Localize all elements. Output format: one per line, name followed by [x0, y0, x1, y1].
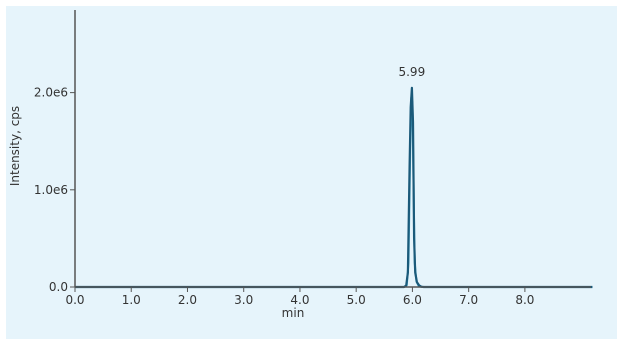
- y-tick-label: 1.0e6: [34, 183, 68, 197]
- y-tick-label: 2.0e6: [34, 86, 68, 100]
- x-tick-label: 8.0: [515, 293, 534, 307]
- x-tick-label: 7.0: [459, 293, 478, 307]
- x-tick-label: 6.0: [403, 293, 422, 307]
- x-tick-label: 5.0: [347, 293, 366, 307]
- x-ticks: 0.0 1.0 2.0 3.0 4.0 5.0 6.0 7.0 8.0: [65, 287, 534, 307]
- x-tick-label: 4.0: [290, 293, 309, 307]
- x-tick-label: 3.0: [234, 293, 253, 307]
- x-tick-label: 0.0: [65, 293, 84, 307]
- y-ticks: 0.0 1.0e6 2.0e6: [34, 86, 75, 294]
- plot-background: [6, 6, 617, 339]
- y-axis-title: Intensity, cps: [8, 106, 22, 186]
- x-tick-label: 2.0: [178, 293, 197, 307]
- x-tick-label: 1.0: [122, 293, 141, 307]
- y-tick-label: 0.0: [49, 280, 68, 294]
- annotation-layer: 5.99: [398, 65, 425, 79]
- peak-annotation: 5.99: [398, 65, 425, 79]
- x-axis-title: min: [282, 306, 305, 320]
